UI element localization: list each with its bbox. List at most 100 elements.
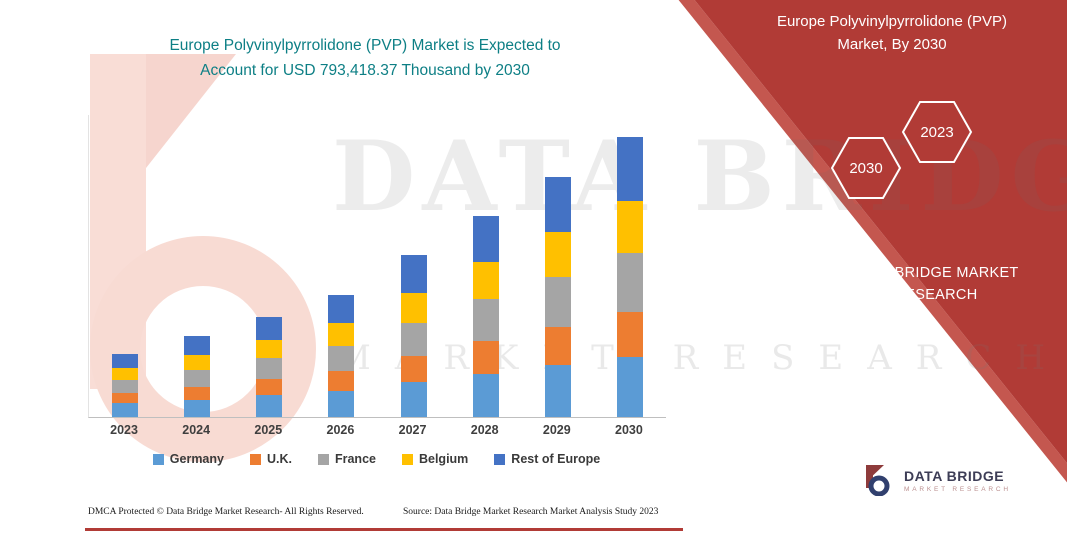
stacked-bar-plot [88, 115, 666, 418]
watermark-marketresearch-text: MARKET RESEARCH [336, 338, 1067, 378]
hexagon-2023-label: 2023 [920, 124, 953, 141]
dmca-footer-text: DMCA Protected © Data Bridge Market Rese… [88, 507, 364, 517]
segment-france [112, 380, 139, 394]
legend-label: Rest of Europe [511, 452, 601, 466]
segment-france [400, 322, 427, 357]
bar-column-2029 [522, 115, 594, 417]
segment-france [184, 369, 211, 387]
segment-u-k- [112, 393, 139, 404]
segment-rest-of-europe [544, 177, 571, 233]
stacked-bar-2029 [544, 177, 571, 417]
bar-column-2028 [450, 115, 522, 417]
legend-swatch [152, 453, 164, 465]
hexagon-2023 [901, 101, 973, 163]
bar-column-2026 [305, 115, 377, 417]
segment-germany [472, 373, 499, 417]
x-axis-label-2028: 2028 [470, 423, 499, 437]
segment-germany [112, 403, 139, 417]
chart-legend: Germany U.K. France Belgium Rest of Europe [88, 452, 665, 466]
stacked-bar-2026 [328, 294, 355, 417]
segment-france [616, 253, 643, 312]
bottom-red-rule [85, 528, 683, 531]
segment-belgium [544, 232, 571, 277]
segment-germany [616, 356, 643, 417]
segment-belgium [400, 292, 427, 323]
legend-label: Germany [169, 452, 224, 466]
x-axis-labels: 2023 2024 2025 2026 2027 2028 2029 2030 [88, 423, 665, 437]
segment-france [256, 358, 283, 380]
segment-u-k- [400, 356, 427, 383]
segment-belgium [112, 368, 139, 381]
segment-rest-of-europe [400, 255, 427, 293]
segment-france [328, 345, 355, 371]
bar-column-2025 [233, 115, 305, 417]
legend-item-u-k-: U.K. [249, 452, 292, 466]
databridge-logo-icon [866, 465, 890, 496]
x-axis-label-2030: 2030 [615, 423, 643, 437]
x-axis-label-2026: 2026 [326, 423, 355, 437]
segment-rest-of-europe [112, 353, 139, 369]
legend-swatch [249, 453, 261, 465]
chart-title: Europe Polyvinylpyrrolidone (PVP) Market… [169, 37, 561, 79]
databridge-logo-text: DATA BRIDGE MARKET RESEARCH [904, 468, 1011, 493]
legend-item-belgium: Belgium [401, 452, 469, 466]
segment-belgium [472, 261, 499, 300]
bar-column-2023 [89, 115, 161, 417]
databridge-logo-watermark [90, 54, 316, 462]
x-axis-label-2025: 2025 [254, 423, 283, 437]
logo-subtitle: MARKET RESEARCH [904, 485, 1011, 493]
bar-column-2030 [594, 115, 666, 417]
logo-name: DATA BRIDGE [904, 467, 1005, 484]
segment-france [472, 299, 499, 342]
year-hexagons: 2023 2030 [830, 101, 973, 199]
segment-rest-of-europe [616, 137, 643, 202]
legend-item-france: France [317, 452, 376, 466]
databridge-logo: DATA BRIDGE MARKET RESEARCH [864, 464, 1011, 496]
segment-germany [400, 382, 427, 417]
stacked-bar-2030 [616, 137, 643, 417]
source-footer-text: Source: Data Bridge Market Research Mark… [403, 507, 659, 517]
panel-title: Europe Polyvinylpyrrolidone (PVP) Market… [776, 13, 1008, 54]
segment-germany [328, 390, 355, 417]
legend-item-rest-of-europe: Rest of Europe [494, 452, 600, 466]
stacked-bar-2023 [112, 353, 139, 417]
segment-belgium [256, 339, 283, 359]
segment-u-k- [472, 341, 499, 374]
segment-u-k- [544, 326, 571, 366]
segment-rest-of-europe [256, 316, 283, 340]
segment-u-k- [616, 311, 643, 357]
bar-column-2024 [161, 115, 233, 417]
segment-germany [184, 399, 211, 417]
hexagon-2030 [830, 137, 902, 199]
segment-rest-of-europe [184, 335, 211, 355]
x-axis-label-2023: 2023 [110, 423, 138, 437]
segment-belgium [328, 322, 355, 346]
stacked-bar-2025 [256, 316, 283, 417]
legend-swatch [317, 453, 329, 465]
stacked-bar-2027 [400, 255, 427, 417]
segment-belgium [616, 201, 643, 254]
hexagon-2030-label: 2030 [849, 160, 882, 177]
legend-swatch [401, 453, 413, 465]
segment-u-k- [184, 386, 211, 400]
legend-label: France [334, 452, 376, 466]
x-axis-label-2027: 2027 [398, 423, 427, 437]
segment-germany [544, 365, 571, 417]
segment-rest-of-europe [472, 215, 499, 262]
stacked-bar-2028 [472, 215, 499, 417]
x-axis-label-2024: 2024 [182, 423, 211, 437]
legend-item-germany: Germany [152, 452, 224, 466]
bar-column-2027 [378, 115, 450, 417]
segment-france [544, 276, 571, 327]
segment-rest-of-europe [328, 294, 355, 323]
legend-label: Belgium [418, 452, 469, 466]
segment-u-k- [256, 379, 283, 396]
segment-belgium [184, 354, 211, 370]
stacked-bar-2024 [184, 335, 211, 417]
x-axis-label-2029: 2029 [542, 423, 571, 437]
legend-swatch [494, 453, 506, 465]
segment-germany [256, 395, 283, 417]
panel-brand-text: DATA BRIDGE MARKET RESEARCH [853, 265, 1019, 304]
legend-label: U.K. [266, 452, 292, 466]
